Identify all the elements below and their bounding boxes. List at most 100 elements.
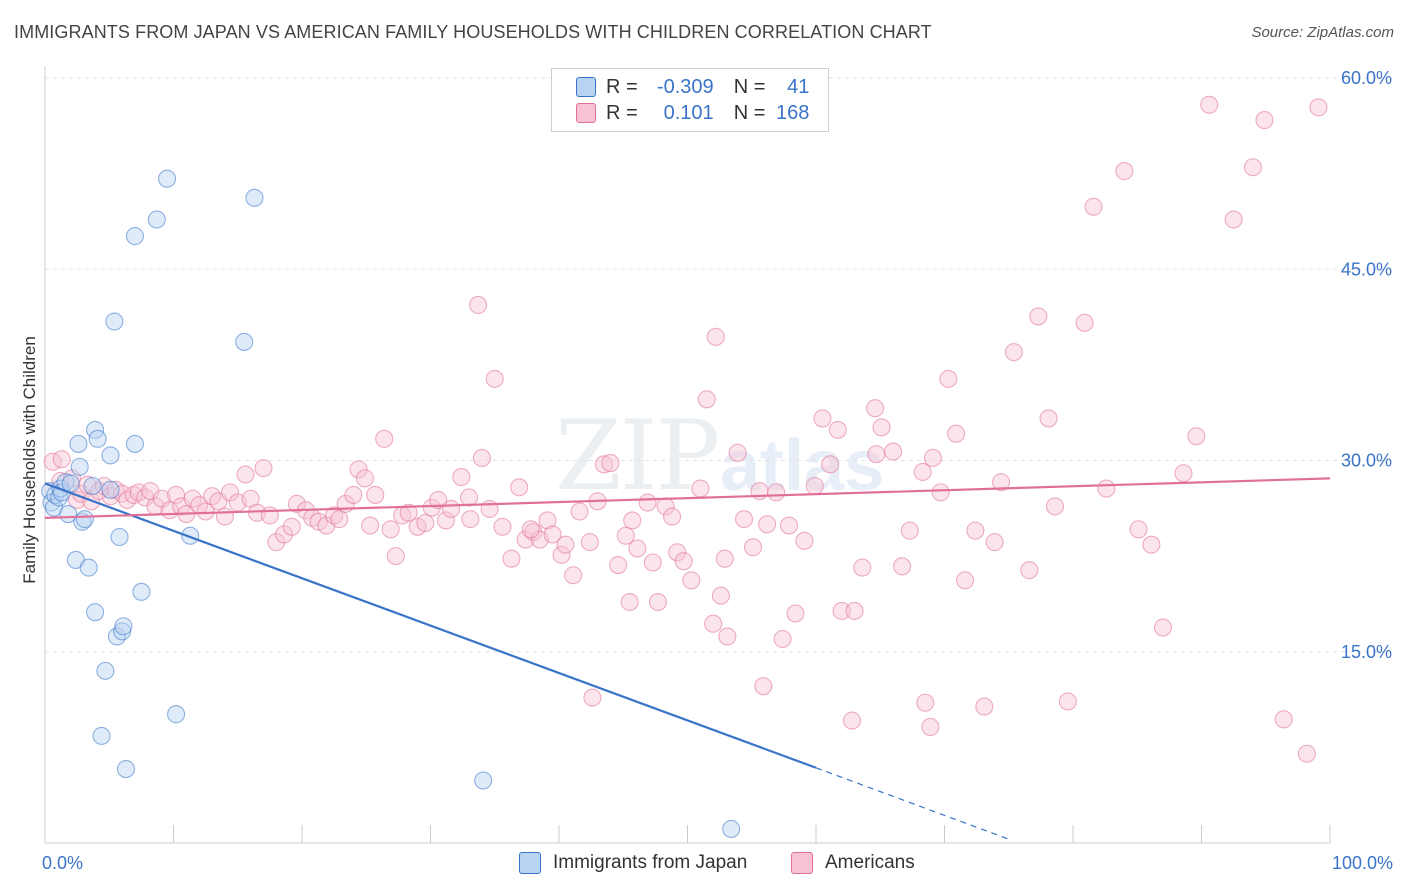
point-americans xyxy=(638,493,657,512)
point-japan xyxy=(75,510,94,529)
point-americans xyxy=(900,521,919,540)
point-americans xyxy=(872,418,891,437)
point-japan xyxy=(474,771,493,790)
point-americans xyxy=(502,549,521,568)
point-americans xyxy=(583,688,602,707)
point-americans xyxy=(956,571,975,590)
tick-label-layer: 15.0% 30.0% 45.0% 60.0% 0.0% 100.0% xyxy=(42,68,1393,873)
point-americans xyxy=(867,445,886,464)
point-americans xyxy=(715,549,734,568)
point-americans xyxy=(254,459,273,478)
point-americans xyxy=(786,604,805,623)
point-japan xyxy=(114,617,133,636)
point-americans xyxy=(845,601,864,621)
point-americans xyxy=(472,448,491,468)
point-americans xyxy=(594,455,614,474)
series-legend-japan: Immigrants from Japan xyxy=(519,852,747,874)
point-americans xyxy=(758,515,777,534)
legend-n-label: N = xyxy=(733,75,766,98)
point-americans xyxy=(813,409,832,428)
point-japan xyxy=(88,429,107,448)
point-americans xyxy=(704,614,723,633)
series-legend: Immigrants from Japan Americans xyxy=(0,852,1406,878)
point-japan xyxy=(235,332,254,351)
point-americans xyxy=(344,485,363,504)
point-americans xyxy=(828,420,847,439)
point-americans xyxy=(556,535,575,554)
trend-line-americans xyxy=(44,477,1331,519)
source-label: Source: ZipAtlas.com xyxy=(1251,24,1394,41)
point-japan xyxy=(70,457,89,476)
point-americans xyxy=(516,530,535,549)
point-americans xyxy=(913,462,932,482)
point-japan xyxy=(167,705,186,724)
point-japan xyxy=(83,476,102,496)
point-americans xyxy=(975,697,994,716)
point-americans xyxy=(884,442,903,461)
point-americans xyxy=(648,592,667,612)
point-americans xyxy=(663,507,682,526)
legend-r-value-americans: 0.101 xyxy=(663,101,714,124)
point-americans xyxy=(260,506,279,525)
legend-n-label: N = xyxy=(733,101,766,124)
point-americans xyxy=(609,555,628,575)
point-americans xyxy=(436,511,455,530)
y-tick-label: 45.0% xyxy=(1341,259,1392,279)
series-name-japan: Immigrants from Japan xyxy=(553,852,748,873)
point-americans xyxy=(1115,162,1134,181)
point-americans xyxy=(570,502,589,521)
point-americans xyxy=(330,510,349,529)
point-americans xyxy=(580,533,599,552)
legend-n-value-americans: 168 xyxy=(776,101,810,124)
points-layer xyxy=(41,95,1328,839)
point-americans xyxy=(282,517,301,536)
point-americans xyxy=(1029,307,1048,326)
point-americans xyxy=(485,369,504,388)
point-americans xyxy=(931,483,950,502)
point-americans xyxy=(767,483,786,502)
point-americans xyxy=(1274,710,1293,729)
point-americans xyxy=(623,511,642,530)
point-americans xyxy=(461,510,480,529)
y-tick-label: 15.0% xyxy=(1341,642,1392,662)
point-americans xyxy=(718,627,737,646)
point-americans xyxy=(452,468,471,487)
point-americans xyxy=(893,557,912,576)
point-americans xyxy=(399,503,418,522)
point-americans xyxy=(706,327,725,346)
legend-r-value-japan: -0.309 xyxy=(656,75,714,98)
point-americans xyxy=(416,513,435,533)
series-swatch-americans xyxy=(791,852,813,874)
point-japan xyxy=(101,446,120,465)
point-americans xyxy=(866,399,885,418)
point-americans xyxy=(743,538,763,557)
point-americans xyxy=(773,629,792,649)
point-americans xyxy=(939,369,958,388)
point-americans xyxy=(697,390,716,409)
x-tick-label: 100.0% xyxy=(1332,853,1393,873)
legend-row-americans: R = 0.101 N = 168 xyxy=(576,100,809,126)
point-japan xyxy=(245,188,264,207)
point-americans xyxy=(366,485,385,504)
point-americans xyxy=(521,520,540,539)
point-americans xyxy=(267,533,286,552)
point-americans xyxy=(236,465,255,484)
point-americans xyxy=(1200,95,1219,114)
point-americans xyxy=(1075,313,1094,332)
point-americans xyxy=(947,424,966,443)
legend-r-label: R = xyxy=(606,101,638,124)
trend-layer xyxy=(44,477,1331,840)
point-americans xyxy=(728,443,747,462)
point-americans xyxy=(923,448,942,468)
point-americans xyxy=(538,511,557,530)
point-americans xyxy=(1297,744,1316,763)
point-americans xyxy=(124,485,143,504)
y-tick-label: 30.0% xyxy=(1341,451,1392,471)
point-americans xyxy=(1309,98,1328,117)
point-americans xyxy=(779,516,799,535)
point-americans xyxy=(853,558,872,577)
point-americans xyxy=(287,494,306,513)
point-americans xyxy=(274,525,294,544)
point-americans xyxy=(375,429,394,448)
